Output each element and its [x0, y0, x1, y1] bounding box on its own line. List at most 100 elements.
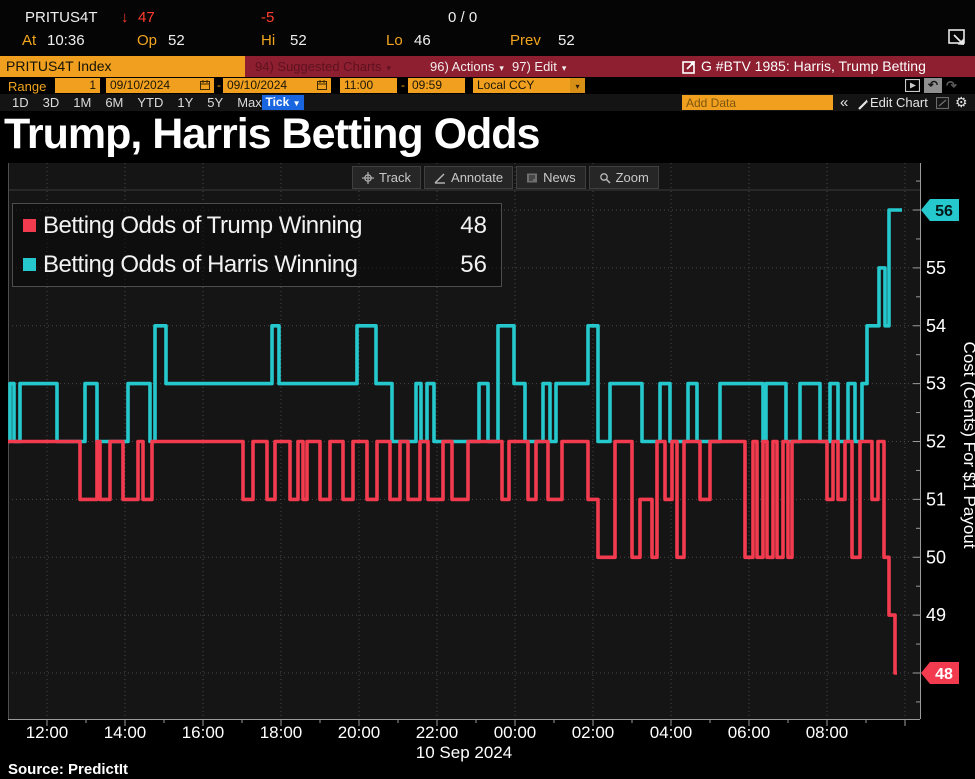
down-arrow-icon: ↓ — [121, 9, 129, 26]
range-value-field[interactable]: 1 — [55, 78, 100, 93]
chart-region: 49 50 51 52 53 54 55 48 56 12:00 14:00 16:00 18:00 20… — [0, 163, 975, 779]
last-price: 47 — [138, 9, 155, 26]
annotate-button[interactable]: Annotate — [424, 166, 514, 189]
y-axis-label: 50 — [926, 547, 946, 567]
period-tab-1d[interactable]: 1D — [12, 95, 29, 110]
chevron-down-icon: ▼ — [292, 99, 301, 108]
news-icon — [527, 173, 538, 182]
range-bar: Range 1 09/10/2024 - 09/10/2024 11:00 - … — [0, 77, 975, 94]
x-axis-label: 06:00 — [728, 723, 771, 742]
period-tab-max[interactable]: Max — [237, 95, 262, 110]
prev-value: 52 — [558, 32, 575, 49]
chart-legend: Betting Odds of Trump Winning 48 Betting… — [12, 203, 502, 287]
x-axis-label: 08:00 — [806, 723, 849, 742]
start-time-field[interactable]: 11:00 — [340, 78, 397, 93]
source-attribution: Source: PredictIt — [8, 761, 129, 778]
currency-dropdown-button[interactable]: ▾ — [570, 78, 585, 93]
period-bar: 1D 3D 1M 6M YTD 1Y 5Y Max Tick ▼ « Edit Chart ⚙ — [0, 94, 975, 111]
last-value-tag-text: 56 — [935, 203, 953, 220]
add-data-input[interactable] — [682, 95, 833, 110]
end-date-field[interactable]: 09/10/2024 — [223, 78, 331, 93]
calendar-icon — [200, 80, 210, 90]
suggested-charts-menu[interactable]: 94) Suggested Charts ▾ — [255, 59, 391, 74]
open-value: 52 — [168, 32, 185, 49]
quote-bar: PRITUS4T ↓ 47 -5 0 / 0 At 10:36 Op 52 Hi… — [0, 0, 975, 56]
actions-menu[interactable]: 96) Actions ▾ — [430, 59, 504, 74]
chevron-down-icon: ▾ — [386, 63, 391, 73]
security-bar: PRITUS4T Index 94) Suggested Charts ▾ 96)… — [0, 56, 975, 77]
edit-menu[interactable]: 97) Edit ▾ — [512, 59, 567, 74]
time-separator: - — [401, 78, 405, 92]
period-tab-6m[interactable]: 6M — [105, 95, 124, 110]
y-axis-title: Cost (Cents) For $1 Payout — [960, 342, 975, 549]
tick-period-button[interactable]: Tick ▼ — [262, 95, 304, 110]
period-tab-3d[interactable]: 3D — [42, 95, 60, 110]
y-axis-label: 54 — [926, 316, 946, 336]
period-tab-1m[interactable]: 1M — [73, 95, 92, 110]
y-axis-label: 55 — [926, 258, 946, 278]
launch-icon[interactable] — [682, 59, 697, 79]
trump-series-label: Betting Odds of Trump Winning — [43, 211, 363, 239]
period-tab-1y[interactable]: 1Y — [177, 95, 194, 110]
low-label: Lo — [386, 32, 403, 49]
period-tab-5y[interactable]: 5Y — [207, 95, 224, 110]
date-separator: - — [217, 78, 221, 92]
net-change: -5 — [261, 9, 275, 26]
x-axis-label: 18:00 — [260, 723, 303, 742]
chevron-down-icon: ▾ — [561, 63, 567, 73]
at-label: At — [22, 32, 37, 49]
x-axis-label: 04:00 — [650, 723, 693, 742]
x-axis-label: 22:00 — [416, 723, 459, 742]
x-axis-date-label: 10 Sep 2024 — [416, 743, 512, 762]
high-value: 52 — [290, 32, 307, 49]
calendar-icon — [317, 80, 327, 90]
news-button[interactable]: News — [516, 166, 586, 189]
y-axis-label: 49 — [926, 605, 946, 625]
chevron-down-icon: ▾ — [499, 63, 504, 73]
x-axis-label: 00:00 — [494, 723, 537, 742]
y-axis-label: 53 — [926, 374, 946, 394]
harris-series-label: Betting Odds of Harris Winning — [43, 250, 358, 278]
currency-select[interactable]: Local CCY — [473, 78, 570, 93]
prev-label: Prev — [510, 32, 541, 49]
edit-chart-button[interactable]: Edit Chart — [870, 95, 928, 110]
last-value-tag — [921, 199, 959, 221]
period-tab-ytd[interactable]: YTD — [137, 95, 164, 110]
end-time-field[interactable]: 09:59 — [408, 78, 465, 93]
trump-series-chip — [23, 219, 36, 232]
page-title: Trump, Harris Betting Odds — [4, 110, 540, 158]
chart-toolbar: Track Annotate News Zoom — [352, 166, 659, 189]
x-axis-label: 20:00 — [338, 723, 381, 742]
chart-edit-icon[interactable] — [935, 96, 950, 114]
legend-item-trump[interactable]: Betting Odds of Trump Winning 48 — [13, 212, 501, 240]
track-icon — [362, 171, 374, 184]
at-time: 10:36 — [47, 32, 85, 49]
last-value-tag-text: 48 — [935, 666, 953, 683]
legend-item-harris[interactable]: Betting Odds of Harris Winning 56 — [13, 251, 501, 279]
y-axis-label: 51 — [926, 489, 946, 509]
open-label: Op — [137, 32, 158, 49]
zoom-button[interactable]: Zoom — [588, 166, 659, 189]
security-name-box[interactable]: PRITUS4T Index — [0, 56, 245, 77]
last-value-tag — [921, 662, 959, 684]
high-label: Hi — [261, 32, 276, 49]
zoom-icon — [599, 172, 611, 184]
screen-icon[interactable] — [904, 78, 921, 97]
x-axis-label: 14:00 — [104, 723, 147, 742]
chevron-down-icon: ▾ — [575, 82, 580, 91]
bid-ask: 0 / 0 — [448, 9, 478, 26]
track-button[interactable]: Track — [352, 166, 422, 189]
y-axis-label: 52 — [926, 432, 946, 452]
x-axis-label: 12:00 — [26, 723, 69, 742]
x-axis-label: 16:00 — [182, 723, 225, 742]
start-date-field[interactable]: 09/10/2024 — [106, 78, 214, 93]
low-value: 46 — [414, 32, 431, 49]
redo-icon[interactable]: ↷ — [946, 78, 957, 93]
grab-screen-icon[interactable] — [946, 28, 970, 57]
ticker-symbol: PRITUS4T — [25, 9, 98, 26]
collapse-panel-button[interactable]: « — [840, 94, 849, 111]
gear-icon[interactable]: ⚙ — [955, 94, 968, 110]
undo-icon[interactable]: ↶ — [924, 78, 942, 93]
chart-reference-title: G #BTV 1985: Harris, Trump Betting — [701, 58, 926, 74]
harris-last-value: 56 — [460, 250, 487, 278]
